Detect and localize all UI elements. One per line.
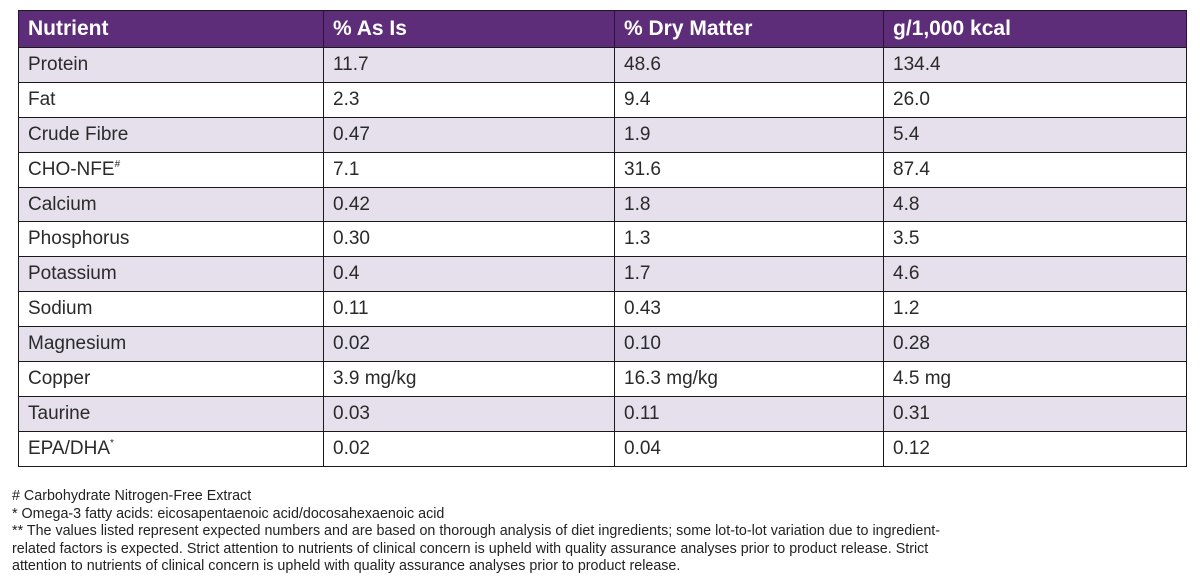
table-row: Copper 3.9 mg/kg 16.3 mg/kg 4.5 mg xyxy=(18,361,1187,397)
cell-as-is: 0.47 xyxy=(323,116,615,153)
table-row: Crude Fibre 0.47 1.9 5.4 xyxy=(18,116,1187,153)
cell-dry-matter: 1.7 xyxy=(614,256,884,293)
cell-per-1000-kcal: 5.4 xyxy=(883,116,1187,153)
cell-as-is: 0.30 xyxy=(323,221,615,258)
table-body: Protein 11.7 48.6 134.4 Fat 2.3 9.4 26.0 Crude F… xyxy=(18,47,1187,467)
cell-dry-matter: 9.4 xyxy=(614,81,884,118)
cell-as-is: 0.42 xyxy=(323,186,615,223)
cell-as-is: 2.3 xyxy=(323,81,615,118)
nutrient-table-container: Nutrient % As Is % Dry Matter g/1,000 kc… xyxy=(18,10,1187,467)
cell-as-is: 11.7 xyxy=(323,47,615,83)
cell-dry-matter: 48.6 xyxy=(614,47,884,83)
footnote-carbohydrate: # Carbohydrate Nitrogen-Free Extract xyxy=(12,488,252,504)
footnote-omega-3: * Omega-3 fatty acids: eicosapentaenoic … xyxy=(12,505,445,522)
cell-nutrient: Magnesium xyxy=(18,326,324,363)
cell-dry-matter: 0.04 xyxy=(614,430,884,467)
cell-dry-matter: 0.11 xyxy=(614,395,884,432)
footnote-values-disclaimer: ** The values listed represent expected … xyxy=(12,523,940,574)
footnotes: # Carbohydrate Nitrogen-Free Extract * O… xyxy=(12,488,972,576)
table-row: EPA/DHA* 0.02 0.04 0.12 xyxy=(18,430,1187,467)
cell-per-1000-kcal: 0.31 xyxy=(883,395,1187,432)
cell-nutrient: Copper xyxy=(18,361,324,397)
cell-dry-matter: 31.6 xyxy=(614,151,884,188)
header-row: Nutrient % As Is % Dry Matter g/1,000 kc… xyxy=(18,10,1187,48)
cell-nutrient: CHO-NFE# xyxy=(18,151,324,188)
table-row: CHO-NFE# 7.1 31.6 87.4 xyxy=(18,151,1187,188)
nutrient-name: Fat xyxy=(28,88,56,110)
header-nutrient: Nutrient xyxy=(18,10,324,48)
table-row: Calcium 0.42 1.8 4.8 xyxy=(18,186,1187,223)
nutrient-name: Magnesium xyxy=(28,333,127,355)
cell-nutrient: Phosphorus xyxy=(18,221,324,258)
header-as-is: % As Is xyxy=(323,10,615,48)
cell-dry-matter: 0.10 xyxy=(614,326,884,363)
nutrient-name: Crude Fibre xyxy=(28,123,129,145)
table-row: Protein 11.7 48.6 134.4 xyxy=(18,47,1187,83)
cell-per-1000-kcal: 0.28 xyxy=(883,326,1187,363)
footnote-marker: # xyxy=(114,158,121,170)
footnote-marker: * xyxy=(110,437,114,449)
table-header: Nutrient % As Is % Dry Matter g/1,000 kc… xyxy=(18,10,1187,48)
cell-nutrient: Fat xyxy=(18,81,324,118)
nutrient-name: EPA/DHA xyxy=(28,437,111,459)
cell-as-is: 0.11 xyxy=(323,291,615,328)
header-dry-matter: % Dry Matter xyxy=(614,10,884,48)
cell-dry-matter: 0.43 xyxy=(614,291,884,328)
table-row: Sodium 0.11 0.43 1.2 xyxy=(18,291,1187,328)
cell-dry-matter: 1.8 xyxy=(614,186,884,223)
cell-as-is: 0.02 xyxy=(323,326,615,363)
cell-nutrient: Potassium xyxy=(18,256,324,293)
nutrient-name: Calcium xyxy=(28,193,97,215)
cell-as-is: 7.1 xyxy=(323,151,615,188)
table-row: Fat 2.3 9.4 26.0 xyxy=(18,81,1187,118)
table-row: Taurine 0.03 0.11 0.31 xyxy=(18,395,1187,432)
cell-per-1000-kcal: 134.4 xyxy=(883,47,1187,83)
table-row: Phosphorus 0.30 1.3 3.5 xyxy=(18,221,1187,258)
table-row: Magnesium 0.02 0.10 0.28 xyxy=(18,326,1187,363)
nutrient-name: Sodium xyxy=(28,298,93,320)
cell-nutrient: Calcium xyxy=(18,186,324,223)
nutrient-table: Nutrient % As Is % Dry Matter g/1,000 kc… xyxy=(18,10,1187,467)
cell-dry-matter: 1.3 xyxy=(614,221,884,258)
cell-per-1000-kcal: 0.12 xyxy=(883,430,1187,467)
header-per-1000-kcal: g/1,000 kcal xyxy=(883,10,1187,48)
cell-as-is: 3.9 mg/kg xyxy=(323,361,615,397)
nutrient-name: Taurine xyxy=(28,402,91,424)
nutrient-name: Copper xyxy=(28,367,91,389)
cell-as-is: 0.4 xyxy=(323,256,615,293)
nutrient-name: CHO-NFE xyxy=(28,158,115,180)
cell-per-1000-kcal: 4.8 xyxy=(883,186,1187,223)
cell-as-is: 0.03 xyxy=(323,395,615,432)
nutrient-name: Protein xyxy=(28,53,89,75)
cell-dry-matter: 1.9 xyxy=(614,116,884,153)
cell-per-1000-kcal: 26.0 xyxy=(883,81,1187,118)
cell-dry-matter: 16.3 mg/kg xyxy=(614,361,884,397)
table-row: Potassium 0.4 1.7 4.6 xyxy=(18,256,1187,293)
cell-per-1000-kcal: 3.5 xyxy=(883,221,1187,258)
cell-as-is: 0.02 xyxy=(323,430,615,467)
cell-per-1000-kcal: 4.6 xyxy=(883,256,1187,293)
cell-nutrient: Crude Fibre xyxy=(18,116,324,153)
cell-per-1000-kcal: 4.5 mg xyxy=(883,361,1187,397)
cell-nutrient: EPA/DHA* xyxy=(18,430,324,467)
nutrient-name: Phosphorus xyxy=(28,228,130,250)
nutrient-name: Potassium xyxy=(28,263,117,285)
cell-per-1000-kcal: 87.4 xyxy=(883,151,1187,188)
cell-nutrient: Sodium xyxy=(18,291,324,328)
cell-per-1000-kcal: 1.2 xyxy=(883,291,1187,328)
cell-nutrient: Taurine xyxy=(18,395,324,432)
cell-nutrient: Protein xyxy=(18,47,324,83)
